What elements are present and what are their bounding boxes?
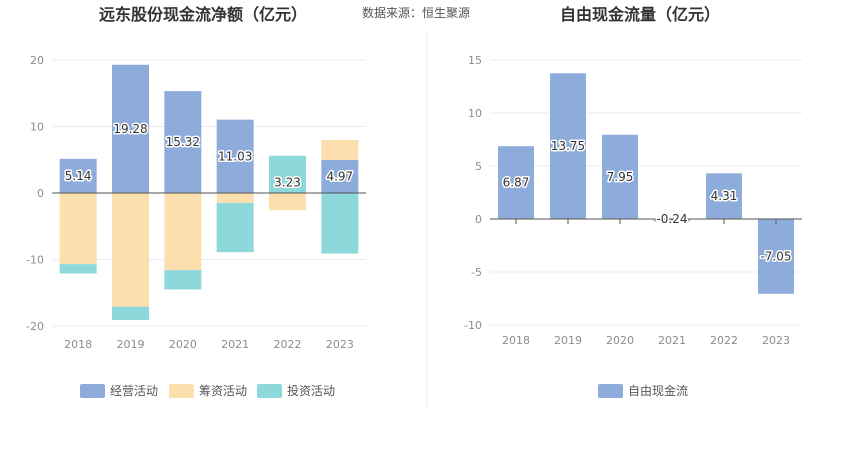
left-bar-投资活动-2022	[269, 155, 306, 193]
left-bar-经营活动-2023	[321, 159, 359, 193]
left-data-label-2021: 11.03	[218, 149, 252, 163]
left-bar-投资活动-2020	[164, 270, 202, 290]
right-y-tick-label: 15	[468, 54, 482, 67]
left-legend-label-投资活动: 投资活动	[287, 383, 335, 398]
right-x-tick-label: 2023	[762, 334, 790, 347]
left-chart-title: 远东股份现金流净额（亿元）	[99, 5, 307, 24]
left-data-label-2019: 19.28	[113, 122, 147, 136]
right-chart-title: 自由现金流量（亿元）	[560, 5, 720, 24]
left-x-tick-label: 2020	[169, 338, 197, 351]
left-y-tick-label: 10	[30, 121, 44, 134]
left-legend-label-经营活动: 经营活动	[110, 384, 158, 398]
right-data-label-2023: -7.05	[760, 249, 791, 263]
left-bar-筹资活动-2023	[321, 139, 359, 160]
left-bar-筹资活动-2019	[112, 193, 149, 307]
right-x-tick-label: 2021	[658, 334, 686, 347]
left-bar-投资活动-2023	[321, 193, 359, 254]
right-chart: 15 10 5 0 -5 -10 2018 2019 2020 2021 2022 2023 6.87 1…	[464, 54, 802, 398]
right-x-tick-label: 2020	[606, 334, 634, 347]
right-bar-2023	[758, 219, 794, 294]
right-y-tick-label: 5	[475, 160, 482, 173]
left-bar-投资活动-2021	[216, 202, 254, 253]
left-y-tick-label: -20	[26, 320, 44, 333]
left-x-tick-label: 2019	[117, 338, 145, 351]
right-data-label-2021: -0.24	[656, 212, 687, 226]
left-x-tick-label: 2022	[274, 338, 302, 351]
right-x-tick-label: 2018	[502, 334, 530, 347]
left-bar-筹资活动-2020	[164, 193, 202, 271]
left-legend-swatch-投资活动	[257, 384, 282, 398]
left-y-tick-label: 0	[37, 187, 44, 200]
left-bar-筹资活动-2018	[59, 193, 97, 265]
left-bar-经营活动-2020	[164, 91, 202, 193]
right-data-label-2020: 7.95	[607, 170, 634, 184]
left-data-label-2023: 4.97	[326, 169, 353, 183]
right-bar-2022	[706, 173, 742, 219]
source-text: 数据来源：恒生聚源	[362, 5, 470, 20]
right-data-label-2019: 13.75	[551, 139, 585, 153]
left-bar-投资活动-2019	[112, 306, 149, 321]
right-y-tick-label: -5	[471, 266, 482, 279]
right-legend-label: 自由现金流	[628, 383, 688, 398]
right-bar-2019	[550, 73, 586, 219]
left-legend-swatch-经营活动	[80, 384, 105, 398]
right-data-label-2018: 6.87	[503, 176, 530, 190]
left-bar-经营活动-2019	[112, 64, 149, 194]
left-bar-筹资活动-2022	[269, 193, 306, 211]
left-bar-筹资活动-2021	[216, 193, 254, 203]
left-data-label-2022: 3.23	[274, 175, 301, 189]
left-bar-经营活动-2018	[59, 158, 97, 193]
left-bar-经营活动-2021	[216, 119, 254, 193]
left-legend-label-筹资活动: 筹资活动	[199, 384, 247, 398]
left-x-tick-label: 2018	[64, 338, 92, 351]
right-y-tick-label: -10	[464, 319, 482, 332]
right-y-tick-label: 10	[468, 107, 482, 120]
left-chart: 20 10 0 -10 -20 2018 2019 2020 2021 2022 2023 5.14 1…	[26, 54, 366, 398]
right-y-tick-label: 0	[475, 213, 482, 226]
right-legend-swatch	[598, 384, 623, 398]
left-bar-投资活动-2018	[59, 264, 97, 274]
right-bar-2018	[498, 146, 534, 219]
left-data-label-2020: 15.32	[166, 135, 200, 149]
left-x-tick-label: 2023	[326, 338, 354, 351]
right-bar-2020	[602, 134, 638, 219]
left-y-tick-label: -10	[26, 254, 44, 267]
left-data-label-2018: 5.14	[65, 169, 92, 183]
right-x-tick-label: 2019	[554, 334, 582, 347]
right-data-label-2022: 4.31	[711, 189, 738, 203]
right-x-tick-label: 2022	[710, 334, 738, 347]
left-x-tick-label: 2021	[221, 338, 249, 351]
left-legend-swatch-筹资活动	[169, 384, 194, 398]
left-y-tick-label: 20	[30, 54, 44, 67]
